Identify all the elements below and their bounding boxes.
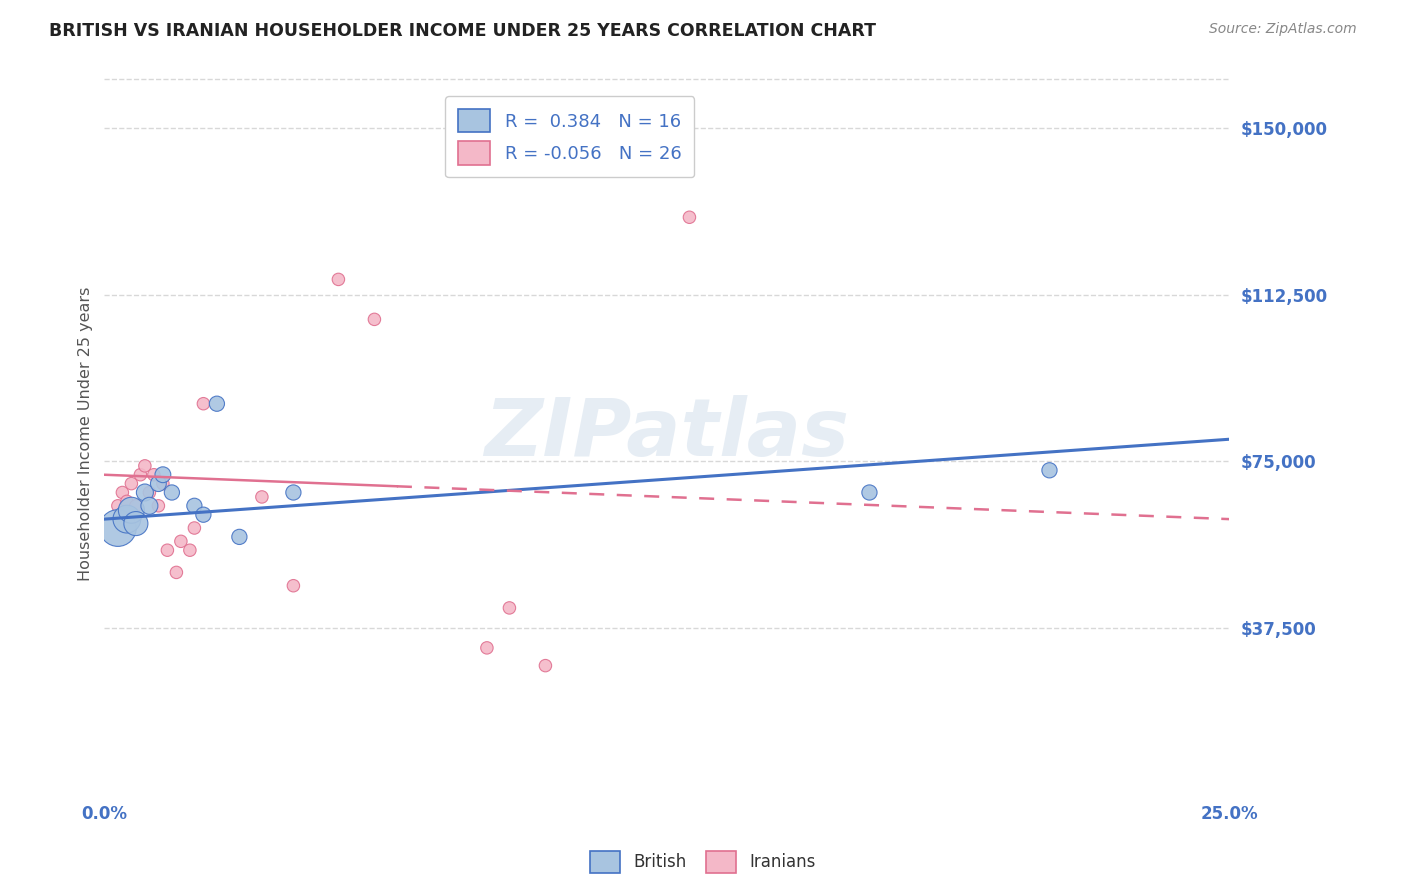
- Point: [152, 476, 174, 491]
- Point: [138, 499, 160, 513]
- Y-axis label: Householder Income Under 25 years: Householder Income Under 25 years: [79, 286, 93, 581]
- Text: Source: ZipAtlas.com: Source: ZipAtlas.com: [1209, 22, 1357, 37]
- Point: [125, 516, 148, 531]
- Point: [228, 530, 250, 544]
- Point: [115, 494, 138, 508]
- Point: [120, 476, 142, 491]
- Point: [678, 211, 700, 225]
- Point: [148, 476, 170, 491]
- Point: [107, 499, 129, 513]
- Point: [179, 543, 201, 558]
- Point: [152, 467, 174, 482]
- Point: [498, 601, 520, 615]
- Legend: R =  0.384   N = 16, R = -0.056   N = 26: R = 0.384 N = 16, R = -0.056 N = 26: [446, 96, 695, 178]
- Point: [138, 485, 160, 500]
- Point: [148, 499, 170, 513]
- Point: [142, 467, 165, 482]
- Point: [165, 566, 187, 580]
- Point: [129, 467, 152, 482]
- Point: [111, 485, 134, 500]
- Point: [120, 503, 142, 517]
- Point: [283, 579, 305, 593]
- Point: [858, 485, 880, 500]
- Point: [475, 640, 498, 655]
- Point: [328, 272, 350, 286]
- Point: [588, 157, 610, 171]
- Point: [534, 658, 557, 673]
- Legend: British, Iranians: British, Iranians: [583, 845, 823, 880]
- Point: [156, 543, 179, 558]
- Point: [170, 534, 193, 549]
- Text: ZIPatlas: ZIPatlas: [485, 394, 849, 473]
- Point: [1038, 463, 1060, 477]
- Point: [205, 397, 228, 411]
- Point: [250, 490, 273, 504]
- Point: [193, 397, 215, 411]
- Point: [193, 508, 215, 522]
- Point: [115, 512, 138, 526]
- Text: BRITISH VS IRANIAN HOUSEHOLDER INCOME UNDER 25 YEARS CORRELATION CHART: BRITISH VS IRANIAN HOUSEHOLDER INCOME UN…: [49, 22, 876, 40]
- Point: [107, 521, 129, 535]
- Point: [363, 312, 385, 326]
- Point: [183, 499, 205, 513]
- Point: [134, 485, 156, 500]
- Point: [134, 458, 156, 473]
- Point: [125, 499, 148, 513]
- Point: [183, 521, 205, 535]
- Point: [160, 485, 183, 500]
- Point: [283, 485, 305, 500]
